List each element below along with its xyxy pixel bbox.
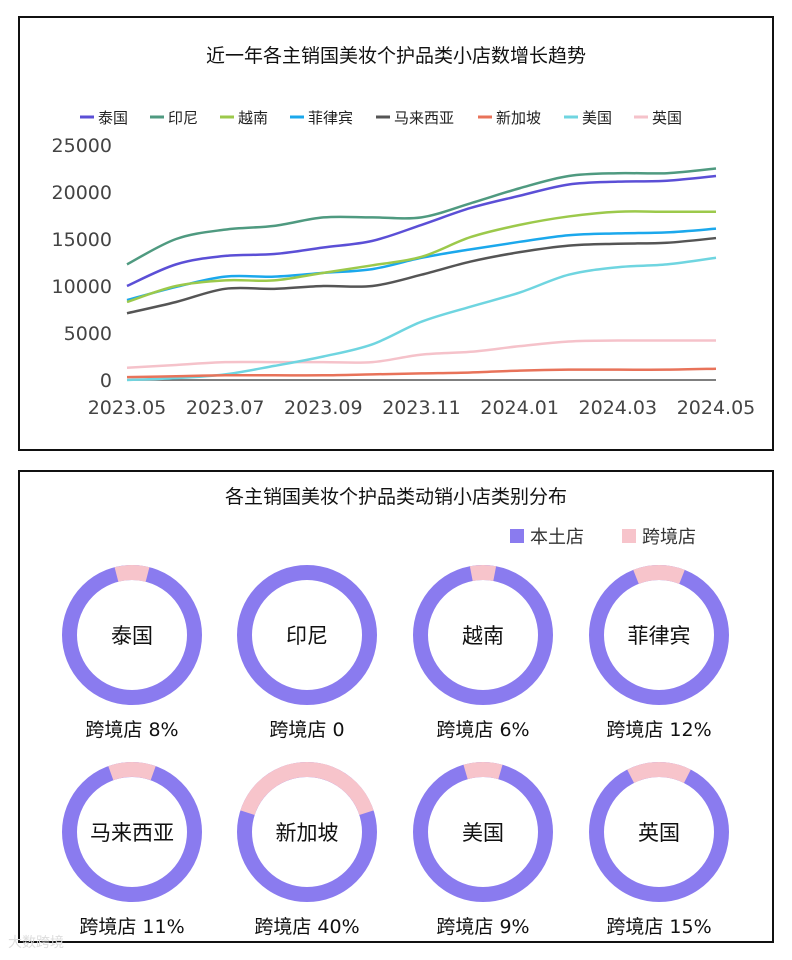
y-tick-label: 5000: [64, 323, 112, 345]
donut-country-label: 美国: [462, 821, 504, 845]
donut-country-label: 越南: [462, 624, 504, 648]
legend-label: 新加坡: [496, 109, 541, 127]
legend-label: 越南: [238, 109, 268, 127]
legend-label: 跨境店: [642, 527, 696, 548]
watermark: 大数跨境: [8, 935, 64, 951]
donut-percent-label: 跨境店 6%: [436, 719, 529, 741]
donut-percent-label: 跨境店 0: [269, 719, 344, 741]
donut-chart-title: 各主销国美妆个护品类动销小店类别分布: [225, 486, 567, 508]
legend-label: 本土店: [530, 527, 584, 548]
donut-cross-segment: [633, 565, 685, 584]
donut-country-label: 菲律宾: [628, 624, 691, 648]
donut-percent-label: 跨境店 8%: [85, 719, 178, 741]
legend-label: 美国: [582, 109, 612, 127]
y-tick-label: 0: [100, 370, 112, 392]
donut-cross-segment: [627, 762, 691, 784]
line-chart-title: 近一年各主销国美妆个护品类小店数增长趋势: [206, 45, 586, 67]
x-tick-label: 2024.03: [579, 397, 658, 419]
series-line-菲律宾: [126, 227, 717, 302]
legend-label: 印尼: [168, 109, 198, 127]
series-line-印尼: [126, 167, 717, 266]
x-tick-label: 2023.05: [88, 397, 167, 419]
legend-label: 泰国: [98, 109, 128, 127]
y-tick-label: 15000: [52, 229, 112, 251]
donut-country-label: 英国: [638, 821, 680, 845]
donut-cross-segment: [240, 762, 374, 816]
series-line-越南: [126, 210, 716, 304]
donut-country-label: 新加坡: [276, 821, 339, 845]
donut-percent-label: 跨境店 9%: [436, 916, 529, 938]
x-tick-label: 2024.01: [480, 397, 559, 419]
x-tick-label: 2023.11: [382, 397, 461, 419]
y-tick-label: 25000: [52, 135, 112, 157]
donut-country-label: 印尼: [286, 624, 328, 648]
donut-percent-label: 跨境店 40%: [254, 916, 359, 938]
donut-cross-segment: [108, 762, 156, 781]
series-line-马来西亚: [126, 236, 717, 315]
donut-cross-segment: [469, 565, 497, 582]
x-tick-label: 2023.07: [186, 397, 265, 419]
legend-swatch: [510, 529, 524, 543]
donut-local-ring: [237, 565, 377, 705]
donut-cross-segment: [463, 762, 503, 780]
series-line-新加坡: [126, 367, 717, 379]
line-chart-panel: [18, 16, 774, 451]
donut-percent-label: 跨境店 12%: [606, 719, 711, 741]
donut-percent-label: 跨境店 15%: [606, 916, 711, 938]
legend-swatch: [622, 529, 636, 543]
donut-chart-panel: [18, 470, 774, 943]
donut-country-label: 马来西亚: [90, 821, 174, 845]
legend-label: 菲律宾: [308, 109, 353, 127]
legend-label: 英国: [652, 109, 682, 127]
donut-percent-label: 跨境店 11%: [79, 916, 184, 938]
series-line-泰国: [126, 174, 717, 288]
series-line-英国: [126, 339, 716, 370]
legend-label: 马来西亚: [394, 109, 454, 127]
x-tick-label: 2024.05: [677, 397, 756, 419]
x-tick-label: 2023.09: [284, 397, 363, 419]
donut-cross-segment: [114, 565, 150, 582]
donut-country-label: 泰国: [111, 624, 153, 648]
y-tick-label: 20000: [52, 182, 112, 204]
y-tick-label: 10000: [52, 276, 112, 298]
